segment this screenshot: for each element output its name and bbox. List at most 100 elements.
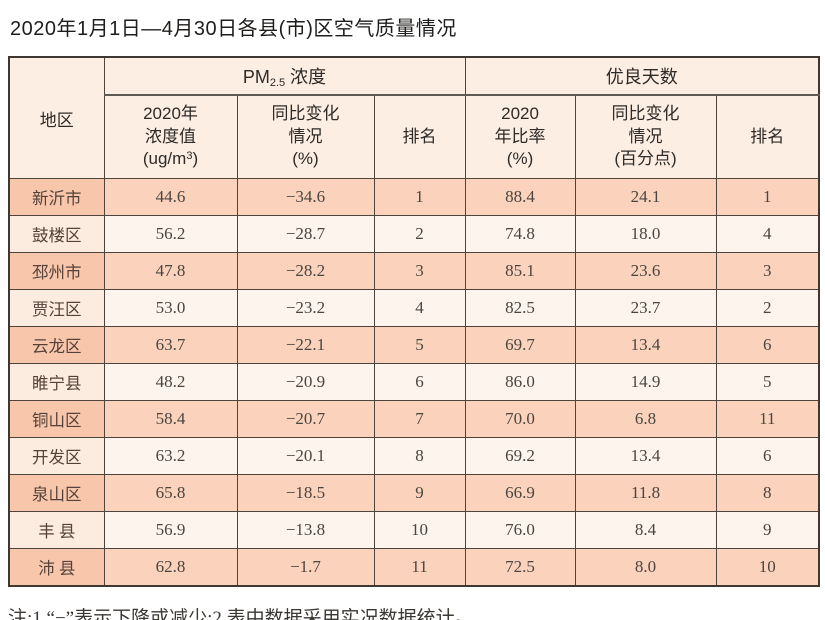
data-cell: −28.2: [236, 252, 375, 290]
data-cell: −34.6: [236, 178, 375, 216]
region-cell: 云龙区: [8, 326, 105, 364]
data-cell: 65.8: [103, 474, 238, 512]
data-cell: 3: [715, 252, 820, 290]
header-gooddays-group: 优良天数: [464, 56, 820, 96]
data-cell: 6: [373, 363, 466, 401]
data-cell: 72.5: [464, 548, 576, 587]
header-pm-rank: 排名: [373, 94, 466, 179]
header-rate-rank: 排名: [715, 94, 820, 179]
data-cell: −13.8: [236, 511, 375, 549]
header-rate-change-line2: 情况: [628, 126, 663, 146]
header-pm-value: 2020年 浓度值 (ug/m3): [103, 94, 238, 179]
header-pm-value-line1: 2020年: [143, 104, 198, 124]
table-row: 贾汪区 53.0 −23.2 4 82.5 23.7 2: [8, 289, 820, 327]
region-cell: 邳州市: [8, 252, 105, 290]
data-cell: 13.4: [574, 437, 717, 475]
data-cell: 9: [373, 474, 466, 512]
header-region: 地区: [8, 56, 105, 179]
header-rate-line1: 2020: [501, 104, 539, 124]
data-cell: 56.2: [103, 215, 238, 253]
data-cell: 6.8: [574, 400, 717, 438]
region-cell: 睢宁县: [8, 363, 105, 401]
data-cell: 82.5: [464, 289, 576, 327]
data-cell: 66.9: [464, 474, 576, 512]
data-cell: 8: [715, 474, 820, 512]
unit-suffix: ): [192, 149, 199, 169]
header-pm-value-unit: (ug/m3): [105, 148, 236, 170]
data-cell: 48.2: [103, 363, 238, 401]
region-cell: 新沂市: [8, 178, 105, 216]
data-cell: −1.7: [236, 548, 375, 587]
data-cell: 10: [715, 548, 820, 587]
data-cell: 1: [715, 178, 820, 216]
unit-prefix: (ug/m: [142, 149, 187, 169]
data-cell: 11: [715, 400, 820, 438]
data-cell: 24.1: [574, 178, 717, 216]
data-cell: 6: [715, 326, 820, 364]
data-cell: 86.0: [464, 363, 576, 401]
data-cell: 7: [373, 400, 466, 438]
header-pm25-group: PM2.5 浓度: [103, 56, 466, 96]
data-cell: 63.2: [103, 437, 238, 475]
data-cell: −20.9: [236, 363, 375, 401]
header-rate-change-line1: 同比变化: [611, 104, 680, 124]
air-quality-table: 地区 PM2.5 浓度 优良天数 2020年 浓度值 (ug/m3) 同比变化 …: [8, 56, 821, 587]
data-cell: 88.4: [464, 178, 576, 216]
data-cell: 44.6: [103, 178, 238, 216]
data-cell: 3: [373, 252, 466, 290]
region-cell: 铜山区: [8, 400, 105, 438]
data-cell: 11: [373, 548, 466, 587]
region-cell: 鼓楼区: [8, 215, 105, 253]
table-row: 睢宁县 48.2 −20.9 6 86.0 14.9 5: [8, 363, 820, 401]
data-cell: 63.7: [103, 326, 238, 364]
data-cell: 53.0: [103, 289, 238, 327]
data-cell: 9: [715, 511, 820, 549]
data-cell: 8.0: [574, 548, 717, 587]
data-cell: 13.4: [574, 326, 717, 364]
region-cell: 丰 县: [8, 511, 105, 549]
region-cell: 开发区: [8, 437, 105, 475]
data-cell: −22.1: [236, 326, 375, 364]
table-body: 新沂市 44.6 −34.6 1 88.4 24.1 1 鼓楼区 56.2 −28.7 2 74.8 1…: [8, 178, 820, 587]
data-cell: 18.0: [574, 215, 717, 253]
data-cell: 85.1: [464, 252, 576, 290]
group-header-row: 地区 PM2.5 浓度 优良天数: [8, 56, 820, 179]
data-cell: 69.7: [464, 326, 576, 364]
table-row: 丰 县 56.9 −13.8 10 76.0 8.4 9: [8, 511, 820, 549]
header-rate-line3: (%): [506, 149, 534, 169]
pm25-label-sub: 2.5: [269, 77, 286, 89]
table-row: 鼓楼区 56.2 −28.7 2 74.8 18.0 4: [8, 215, 820, 253]
data-cell: 8: [373, 437, 466, 475]
header-pm-change-line3: (%): [292, 149, 319, 169]
data-cell: 69.2: [464, 437, 576, 475]
data-cell: −18.5: [236, 474, 375, 512]
table-row: 云龙区 63.7 −22.1 5 69.7 13.4 6: [8, 326, 820, 364]
data-cell: 4: [715, 215, 820, 253]
header-pm-change-line1: 同比变化: [271, 104, 340, 124]
data-cell: −20.7: [236, 400, 375, 438]
unit-sup: 3: [186, 150, 193, 163]
data-cell: 4: [373, 289, 466, 327]
data-cell: 14.9: [574, 363, 717, 401]
header-rate-change-line3: (百分点): [614, 149, 677, 169]
header-rate: 2020 年比率 (%): [464, 94, 576, 179]
table-footnote: 注:1.“−”表示下降或减少;2.表中数据采用实况数据统计。: [8, 608, 474, 620]
data-cell: 5: [373, 326, 466, 364]
data-cell: −20.1: [236, 437, 375, 475]
data-cell: 23.6: [574, 252, 717, 290]
data-cell: 74.8: [464, 215, 576, 253]
data-cell: 5: [715, 363, 820, 401]
data-cell: −23.2: [236, 289, 375, 327]
table-row: 开发区 63.2 −20.1 8 69.2 13.4 6: [8, 437, 820, 475]
sub-header-row: 2020年 浓度值 (ug/m3) 同比变化 情况 (%) 排名 2020 年比…: [9, 94, 820, 179]
region-cell: 贾汪区: [8, 289, 105, 327]
data-cell: 2: [373, 215, 466, 253]
region-cell: 泉山区: [8, 474, 105, 512]
data-cell: 11.8: [574, 474, 717, 512]
data-cell: 23.7: [574, 289, 717, 327]
data-cell: 8.4: [574, 511, 717, 549]
header-pm-change: 同比变化 情况 (%): [236, 94, 375, 179]
table-row: 铜山区 58.4 −20.7 7 70.0 6.8 11: [8, 400, 820, 438]
data-cell: 1: [373, 178, 466, 216]
